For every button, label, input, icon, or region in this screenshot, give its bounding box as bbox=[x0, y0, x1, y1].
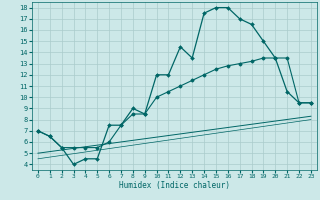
X-axis label: Humidex (Indice chaleur): Humidex (Indice chaleur) bbox=[119, 181, 230, 190]
